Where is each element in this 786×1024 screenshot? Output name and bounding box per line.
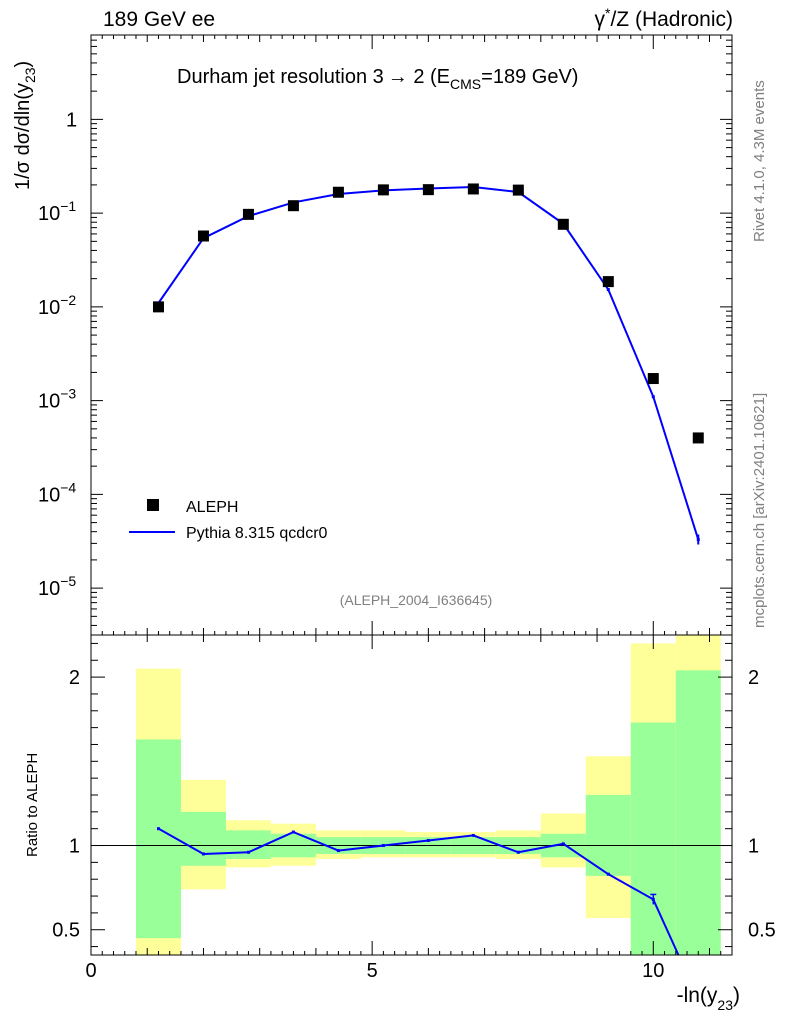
aleph-point bbox=[647, 373, 659, 385]
main-y-tick-label: 10−5 bbox=[38, 573, 76, 600]
uncertainty-bands bbox=[135, 635, 721, 955]
main-y-tick-label: 10−4 bbox=[38, 479, 76, 506]
ratio-y-tick-label-right: 0.5 bbox=[748, 920, 776, 942]
x-tick-labels: 0 5 10 bbox=[85, 960, 664, 982]
pythia-point bbox=[606, 288, 610, 292]
ratio-point bbox=[336, 849, 340, 853]
ratio-y-ticks bbox=[91, 642, 732, 948]
aleph-series bbox=[152, 183, 704, 444]
ratio-x-ticks bbox=[90, 635, 733, 955]
ratio-point bbox=[606, 872, 610, 876]
aleph-point bbox=[332, 186, 344, 198]
aleph-point bbox=[467, 183, 479, 195]
main-y-ticks bbox=[91, 39, 732, 626]
rivet-label: Rivet 4.1.0, 4.3M events bbox=[751, 80, 768, 242]
pythia-series bbox=[156, 185, 700, 545]
main-y-tick-labels: 10−5 10−4 10−3 10−2 10−1 1 bbox=[38, 109, 77, 600]
aleph-point bbox=[197, 230, 209, 242]
ratio-point bbox=[291, 830, 295, 834]
ratio-y-tick-labels-right: 0.5 1 2 bbox=[748, 667, 776, 942]
ratio-y-tick-label: 2 bbox=[69, 667, 80, 689]
ratio-plot-panel: 0.5 1 2 0.5 1 2 0 5 10 bbox=[52, 634, 776, 982]
ratio-band-green bbox=[135, 739, 181, 939]
aleph-point bbox=[692, 432, 704, 444]
ratio-band-green bbox=[180, 811, 226, 866]
main-y-tick-label: 1 bbox=[66, 109, 77, 131]
chart-title: Durham jet resolution 3 → 2 (ECMS=189 GeV… bbox=[177, 66, 578, 92]
ratio-band-green bbox=[585, 795, 631, 876]
header-right-label: γ*/Z (Hadronic) bbox=[595, 5, 733, 31]
main-x-ticks bbox=[90, 35, 733, 635]
ratio-y-tick-label-right: 1 bbox=[748, 836, 759, 858]
ratio-point bbox=[381, 844, 385, 848]
x-axis-label: -ln(y23) bbox=[677, 984, 740, 1013]
ratio-y-tick-label: 1 bbox=[69, 836, 80, 858]
x-tick-label: 0 bbox=[85, 960, 96, 982]
ratio-y-tick-labels: 0.5 1 2 bbox=[52, 667, 80, 942]
main-plot-frame bbox=[90, 34, 733, 636]
x-tick-label: 5 bbox=[367, 960, 378, 982]
main-y-tick-label: 10−1 bbox=[38, 198, 76, 225]
ratio-point bbox=[471, 833, 475, 837]
ratio-point bbox=[201, 852, 205, 856]
ratio-y-tick-label: 0.5 bbox=[52, 920, 80, 942]
legend-label-pythia: Pythia 8.315 qcdcr0 bbox=[186, 525, 328, 542]
aleph-point bbox=[152, 301, 164, 313]
x-tick-label: 10 bbox=[642, 960, 664, 982]
ratio-point bbox=[156, 827, 160, 831]
legend-marker-aleph bbox=[147, 499, 159, 511]
aleph-point bbox=[287, 200, 299, 212]
legend-label-aleph: ALEPH bbox=[186, 499, 238, 516]
aleph-point bbox=[377, 184, 389, 196]
ratio-point bbox=[561, 842, 565, 846]
aleph-point bbox=[422, 184, 434, 196]
ratio-y-axis-label: Ratio to ALEPH bbox=[24, 753, 41, 857]
ratio-point bbox=[426, 838, 430, 842]
ratio-series bbox=[156, 827, 680, 956]
main-y-axis-label: 1/σ dσ/dln(y23) bbox=[12, 61, 38, 190]
main-y-tick-label: 10−3 bbox=[38, 386, 76, 413]
main-y-tick-label: 10−2 bbox=[38, 292, 76, 319]
aleph-point bbox=[242, 208, 254, 220]
ratio-band-green bbox=[675, 670, 721, 955]
pythia-point bbox=[651, 395, 655, 399]
aleph-point bbox=[512, 184, 524, 196]
aleph-point bbox=[557, 218, 569, 230]
mcplots-label: mcplots.cern.ch [arXiv:2401.10621] bbox=[751, 393, 768, 628]
header-left-label: 189 GeV ee bbox=[103, 8, 215, 31]
ratio-y-tick-label-right: 2 bbox=[748, 667, 759, 689]
ratio-point bbox=[516, 850, 520, 854]
analysis-tag: (ALEPH_2004_I636645) bbox=[340, 592, 493, 608]
aleph-point bbox=[602, 276, 614, 288]
ratio-band-green bbox=[630, 722, 676, 955]
legend: ALEPH Pythia 8.315 qcdcr0 bbox=[129, 499, 328, 542]
ratio-point bbox=[246, 850, 250, 854]
main-plot-panel: 10−5 10−4 10−3 10−2 10−1 1 bbox=[38, 34, 733, 636]
pythia-line bbox=[157, 185, 700, 540]
